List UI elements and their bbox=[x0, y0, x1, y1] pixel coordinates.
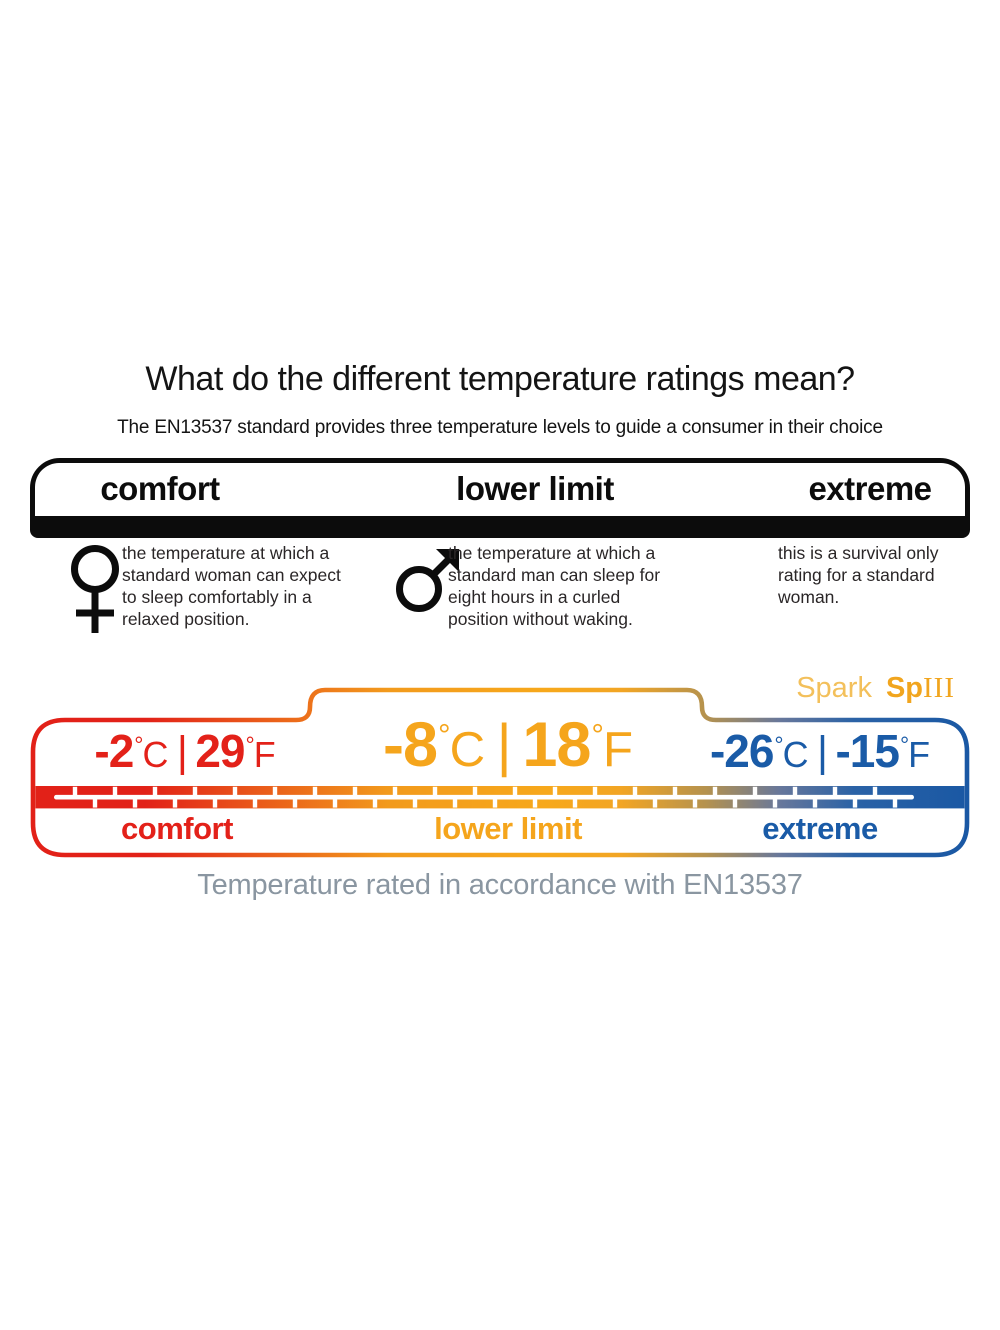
header-label-lower-limit: lower limit bbox=[456, 470, 614, 507]
separator: | bbox=[817, 728, 828, 776]
ratings-header-bar: comfort lower limit extreme bbox=[30, 458, 970, 538]
female-icon bbox=[71, 545, 119, 633]
celsius-unit: C bbox=[782, 735, 809, 775]
ratings-header-labels-row: comfort lower limit extreme bbox=[35, 463, 965, 516]
degree-symbol: ° bbox=[438, 717, 451, 754]
extreme-celsius-value: -26 bbox=[709, 725, 774, 777]
extreme-fahrenheit-value: -15 bbox=[835, 725, 899, 777]
lower-limit-description-text: the temperature at which a standard man … bbox=[448, 543, 661, 630]
brand-name: Spark bbox=[796, 672, 872, 704]
header-label-extreme: extreme bbox=[808, 470, 932, 507]
temperature-scale-graphic bbox=[30, 687, 970, 858]
scale-ticks bbox=[72, 786, 898, 808]
celsius-unit: C bbox=[142, 735, 169, 775]
comfort-celsius-value: -2 bbox=[94, 725, 134, 777]
lower-limit-temperature: -8°C | 18°F bbox=[383, 714, 633, 777]
header-label-comfort: comfort bbox=[100, 470, 220, 507]
comfort-fahrenheit-value: 29 bbox=[195, 725, 245, 777]
celsius-unit: C bbox=[449, 723, 486, 777]
brand-model: Sp bbox=[885, 672, 924, 704]
zone-label-extreme: extreme bbox=[762, 811, 878, 846]
degree-symbol: ° bbox=[774, 731, 783, 758]
page-subtitle: The EN13537 standard provides three temp… bbox=[117, 417, 883, 438]
degree-symbol: ° bbox=[899, 731, 909, 758]
page-title: What do the different temperature rating… bbox=[145, 360, 855, 398]
male-icon bbox=[396, 549, 459, 612]
comfort-description-text: the temperature at which a standard woma… bbox=[122, 543, 341, 630]
standard-caption: Temperature rated in accordance with EN1… bbox=[197, 869, 803, 901]
degree-symbol: ° bbox=[134, 731, 143, 758]
separator: | bbox=[176, 728, 188, 776]
lower-limit-fahrenheit-value: 18 bbox=[522, 710, 591, 780]
scale-outline bbox=[30, 687, 970, 858]
brand-model-numeral: III bbox=[923, 672, 955, 704]
lower-limit-celsius-value: -8 bbox=[382, 710, 438, 780]
extreme-description-text: this is a survival only rating for a sta… bbox=[778, 543, 939, 608]
extreme-temperature: -26°C | -15°F bbox=[710, 728, 930, 774]
fahrenheit-unit: F bbox=[908, 735, 931, 775]
temperature-scale: -2°C | 29°F -8°C | 18°F -26°C | -15°F comfort … bbox=[0, 680, 1000, 875]
degree-symbol: ° bbox=[245, 731, 254, 758]
degree-symbol: ° bbox=[591, 717, 604, 754]
zone-label-comfort: comfort bbox=[121, 811, 233, 846]
scale-centerline bbox=[54, 794, 914, 800]
fahrenheit-unit: F bbox=[603, 723, 634, 777]
zone-label-lower-limit: lower limit bbox=[434, 811, 582, 846]
comfort-temperature: -2°C | 29°F bbox=[94, 728, 275, 774]
separator: | bbox=[496, 713, 512, 778]
fahrenheit-unit: F bbox=[253, 735, 276, 775]
brand-line: Spark SpIII bbox=[600, 672, 955, 705]
